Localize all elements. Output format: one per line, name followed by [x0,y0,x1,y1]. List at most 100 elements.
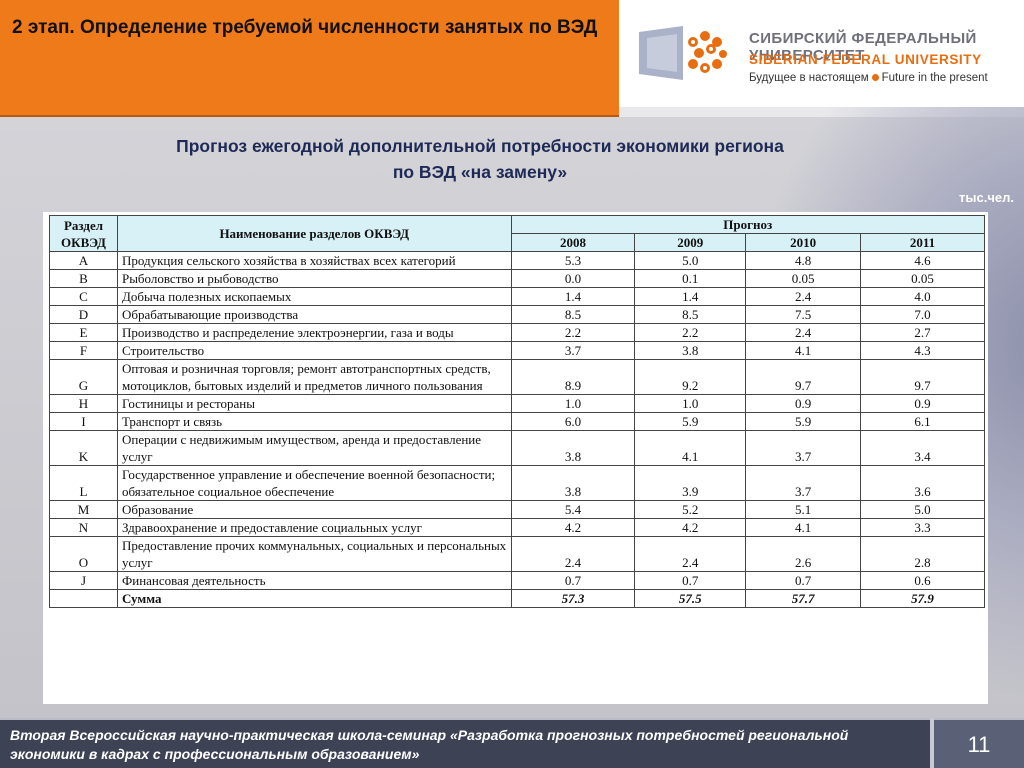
okved-name-cell: Добыча полезных ископаемых [116,287,512,306]
table-row: O Предоставление прочих коммунальных, соц… [49,536,985,572]
forecast-value-cell: 5.3 [510,251,636,270]
okved-name-cell: Гостиницы и рестораны [116,394,512,413]
forecast-value-cell: 4.2 [510,518,636,537]
forecast-value-cell: 5.1 [745,500,862,519]
forecast-value-cell: 4.6 [860,251,985,270]
okved-name-cell: Оптовая и розничная торговля; ремонт авт… [116,359,512,395]
logo-name-en: SIBERIAN FEDERAL UNIVERSITY [749,52,982,67]
header-year: 2010 [745,233,862,252]
okved-code-cell: B [49,269,118,288]
forecast-value-cell: 0.7 [510,571,636,590]
header-code: Раздел ОКВЭД [49,215,118,252]
page-number-box: 11 [934,718,1024,768]
forecast-value-cell: 3.8 [634,341,747,360]
table-row: N Здравоохранение и предоставление социал… [49,518,985,537]
forecast-value-cell: 2.4 [510,536,636,572]
forecast-value-cell: 5.0 [634,251,747,270]
forecast-value-cell: 0.0 [510,269,636,288]
okved-name-cell: Продукция сельского хозяйства в хозяйств… [116,251,512,270]
okved-code-cell: E [49,323,118,342]
forecast-value-cell: 4.1 [745,518,862,537]
forecast-value-cell: 5.2 [634,500,747,519]
forecast-value-cell: 8.5 [634,305,747,324]
okved-code-cell: N [49,518,118,537]
table-row: G Оптовая и розничная торговля; ремонт ав… [49,359,985,395]
forecast-value-cell: 6.0 [510,412,636,431]
header-year: 2008 [510,233,636,252]
table-year-row: 2008 2009 2010 2011 [50,233,985,252]
footer-text: Вторая Всероссийская научно-практическая… [10,727,849,762]
forecast-value-cell: 2.2 [510,323,636,342]
forecast-value-cell: 3.7 [745,465,862,501]
okved-name-cell: Производство и распределение электроэнер… [116,323,512,342]
logo-tagline-en: Future in the present [881,72,988,84]
bullet-dot-icon [871,74,879,81]
page-number: 11 [967,732,991,757]
slide-title-line1: Прогноз ежегодной дополнительной потребн… [176,136,784,156]
okved-name-cell: Транспорт и связь [116,412,512,431]
logo-name-ru: СИБИРСКИЙ ФЕДЕРАЛЬНЫЙ УНИВЕРСИТЕТ [749,30,977,64]
table-row: B Рыболовство и рыбоводство 0.0 0.1 0.05 0.05 [49,269,985,288]
okved-code-cell [49,589,118,608]
forecast-value-cell: 9.7 [745,359,862,395]
forecast-value-cell: 1.0 [634,394,747,413]
forecast-value-cell: 5.9 [745,412,862,431]
okved-code-cell: F [49,341,118,360]
table-row: C Добыча полезных ископаемых 1.4 1.4 2.4 4.0 [49,287,985,306]
forecast-value-cell: 1.4 [634,287,747,306]
forecast-value-cell: 8.9 [510,359,636,395]
forecast-value-cell: 2.4 [745,287,862,306]
forecast-value-cell: 57.9 [860,589,985,608]
okved-code-cell: O [49,536,118,572]
table-row: K Операции с недвижимым имуществом, аренд… [49,430,985,466]
okved-code-cell: G [49,359,118,395]
forecast-value-cell: 7.5 [745,305,862,324]
forecast-value-cell: 0.05 [860,269,985,288]
forecast-value-cell: 5.9 [634,412,747,431]
logo-tagline-ru: Будущее в настоящем [749,72,869,84]
forecast-value-cell: 57.5 [634,589,747,608]
okved-code-cell: H [49,394,118,413]
forecast-value-cell: 9.7 [860,359,985,395]
forecast-value-cell: 1.0 [510,394,636,413]
forecast-value-cell: 4.1 [634,430,747,466]
header-year: 2009 [634,233,747,252]
table-row: D Обрабатывающие производства 8.5 8.5 7.5 7.0 [49,305,985,324]
unit-label: тыс.чел. [959,190,1014,205]
forecast-value-cell: 3.7 [510,341,636,360]
okved-code-cell: I [49,412,118,431]
footer-bar: Вторая Всероссийская научно-практическая… [0,718,930,768]
forecast-value-cell: 2.7 [860,323,985,342]
table-row: M Образование 5.4 5.2 5.1 5.0 [49,500,985,519]
forecast-value-cell: 2.8 [860,536,985,572]
forecast-value-cell: 2.2 [634,323,747,342]
forecast-value-cell: 5.0 [860,500,985,519]
forecast-value-cell: 9.2 [634,359,747,395]
header-year: 2011 [860,233,985,252]
header-name: Наименование разделов ОКВЭД [116,215,512,252]
okved-code-cell: M [49,500,118,519]
slide-title: Прогноз ежегодной дополнительной потребн… [60,133,900,185]
okved-name-cell: Рыболовство и рыбоводство [116,269,512,288]
forecast-value-cell: 8.5 [510,305,636,324]
forecast-value-cell: 57.7 [745,589,862,608]
okved-name-cell: Строительство [116,341,512,360]
forecast-value-cell: 57.3 [510,589,636,608]
forecast-value-cell: 2.4 [745,323,862,342]
forecast-value-cell: 3.8 [510,430,636,466]
forecast-value-cell: 5.4 [510,500,636,519]
okved-code-cell: A [49,251,118,270]
header-banner: 2 этап. Определение требуемой численност… [0,0,619,117]
forecast-value-cell: 0.7 [745,571,862,590]
okved-name-cell: Предоставление прочих коммунальных, соци… [116,536,512,572]
table-row: L Государственное управление и обеспечени… [49,465,985,501]
table-row: I Транспорт и связь 6.0 5.9 5.9 6.1 [49,412,985,431]
logo-tagline: Будущее в настоящем Future in the present [749,72,988,84]
forecast-value-cell: 4.2 [634,518,747,537]
table-body: A Продукция сельского хозяйства в хозяйст… [49,251,985,608]
forecast-value-cell: 3.7 [745,430,862,466]
table-row: J Финансовая деятельность 0.7 0.7 0.7 0.6 [49,571,985,590]
okved-name-cell: Здравоохранение и предоставление социаль… [116,518,512,537]
forecast-value-cell: 4.3 [860,341,985,360]
okved-code-cell: D [49,305,118,324]
